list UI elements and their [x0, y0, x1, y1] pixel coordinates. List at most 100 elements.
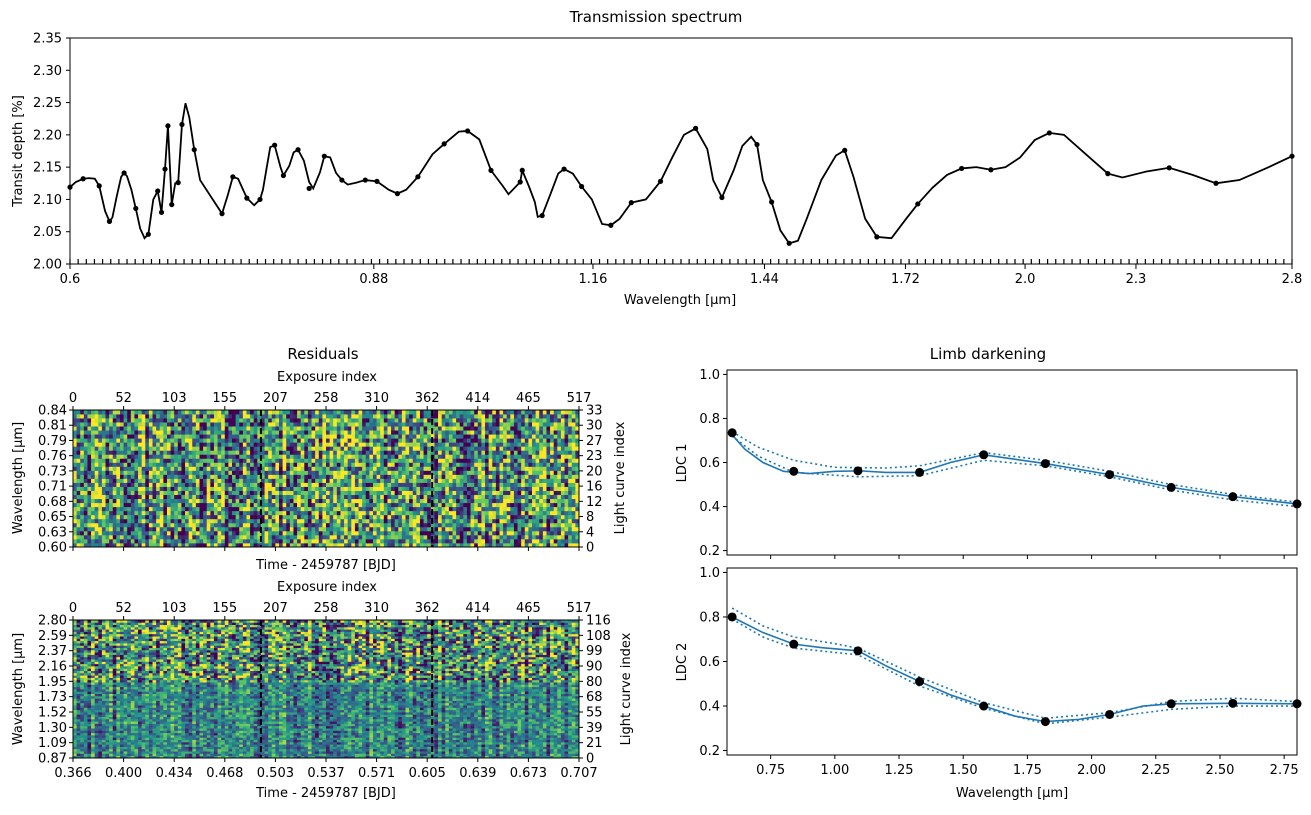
- heatmap-cell: [272, 462, 276, 466]
- heatmap-cell: [467, 527, 471, 531]
- heatmap-cell: [546, 422, 550, 426]
- heatmap-cell: [109, 535, 113, 539]
- heatmap-cell: [145, 483, 149, 487]
- heatmap-cell: [293, 466, 297, 470]
- heatmap-cell: [127, 466, 131, 470]
- heatmap-cell: [153, 430, 157, 434]
- heatmap-cell: [359, 479, 363, 483]
- heatmap-cell: [308, 414, 312, 418]
- heatmap-cell: [142, 479, 146, 483]
- heatmap-cell: [106, 442, 110, 446]
- heatmap-cell: [528, 515, 532, 519]
- heatmap-cell: [442, 474, 446, 478]
- heatmap-cell: [518, 422, 522, 426]
- heatmap-cell: [124, 438, 128, 442]
- heatmap-cell: [550, 515, 554, 519]
- heatmap-cell: [113, 426, 117, 430]
- heatmap-cell: [514, 503, 518, 507]
- heatmap-cell: [189, 434, 193, 438]
- spectrum-point: [121, 170, 126, 175]
- heatmap-cell: [200, 527, 204, 531]
- heatmap-cell: [481, 519, 485, 523]
- heatmap-cell: [532, 515, 536, 519]
- heatmap-cell: [348, 515, 352, 519]
- heatmap-cell: [536, 479, 540, 483]
- heatmap-cell: [113, 470, 117, 474]
- heatmap-cell: [391, 479, 395, 483]
- heatmap-cell: [196, 531, 200, 535]
- heatmap-cell: [427, 491, 431, 495]
- heatmap-cell: [290, 479, 294, 483]
- heatmap-cell: [456, 426, 460, 430]
- heatmap-cell: [348, 523, 352, 527]
- heatmap-cell: [283, 454, 287, 458]
- heatmap-cell: [174, 491, 178, 495]
- heatmap-cell: [481, 430, 485, 434]
- heatmap-cell: [434, 515, 438, 519]
- heatmap-cell: [442, 539, 446, 543]
- heatmap-cell: [120, 438, 124, 442]
- heatmap-cell: [218, 479, 222, 483]
- heatmap-cell: [445, 434, 449, 438]
- heatmap-cell: [420, 491, 424, 495]
- heatmap-cell: [536, 531, 540, 535]
- heatmap-cell: [236, 487, 240, 491]
- heatmap-cell: [95, 531, 99, 535]
- heatmap-cell: [243, 462, 247, 466]
- heatmap-cell: [243, 527, 247, 531]
- heatmap-cell: [572, 418, 576, 422]
- heatmap-cell: [145, 503, 149, 507]
- heatmap-cell: [456, 515, 460, 519]
- heatmap-cell: [210, 422, 214, 426]
- heatmap-cell: [218, 430, 222, 434]
- heatmap-cell: [138, 535, 142, 539]
- heatmap-cell: [138, 418, 142, 422]
- heatmap-cell: [543, 458, 547, 462]
- heatmap-cell: [181, 535, 185, 539]
- heatmap-cell: [387, 410, 391, 414]
- heatmap-cell: [167, 418, 171, 422]
- heatmap-cell: [239, 539, 243, 543]
- heatmap-cell: [402, 458, 406, 462]
- heatmap-cell: [293, 499, 297, 503]
- heatmap-cell: [424, 410, 428, 414]
- heatmap-cell: [189, 450, 193, 454]
- heatmap-cell: [192, 531, 196, 535]
- heatmap-cell: [369, 474, 373, 478]
- heatmap-cell: [460, 470, 464, 474]
- heatmap-cell: [543, 535, 547, 539]
- heatmap-cell: [131, 511, 135, 515]
- heatmap-cell: [232, 474, 236, 478]
- heatmap-cell: [463, 422, 467, 426]
- heatmap-cell: [395, 454, 399, 458]
- heatmap-cell: [308, 434, 312, 438]
- heatmap-cell: [369, 531, 373, 535]
- heatmap-cell: [265, 527, 269, 531]
- heatmap-cell: [471, 511, 475, 515]
- heatmap-cell: [413, 523, 417, 527]
- heatmap-cell: [167, 426, 171, 430]
- spectrum-point: [374, 179, 379, 184]
- heatmap-cell: [290, 426, 294, 430]
- heatmap-cell: [145, 446, 149, 450]
- heatmap-cell: [377, 487, 381, 491]
- heatmap-cell: [185, 442, 189, 446]
- heatmap-cell: [131, 422, 135, 426]
- heatmap-cell: [210, 414, 214, 418]
- heatmap-cell: [124, 454, 128, 458]
- heatmap-cell: [120, 418, 124, 422]
- heatmap-cell: [138, 491, 142, 495]
- heatmap-cell: [467, 466, 471, 470]
- heatmap-cell: [218, 483, 222, 487]
- heatmap-cell: [373, 503, 377, 507]
- heatmap-cell: [554, 466, 558, 470]
- heatmap-cell: [315, 438, 319, 442]
- heatmap-cell: [503, 462, 507, 466]
- heatmap-cell: [528, 414, 532, 418]
- heatmap-cell: [438, 438, 442, 442]
- heatmap-cell: [355, 458, 359, 462]
- heatmap-cell: [84, 442, 88, 446]
- heatmap-cell: [507, 466, 511, 470]
- heatmap-cell: [134, 519, 138, 523]
- heatmap-cell: [102, 446, 106, 450]
